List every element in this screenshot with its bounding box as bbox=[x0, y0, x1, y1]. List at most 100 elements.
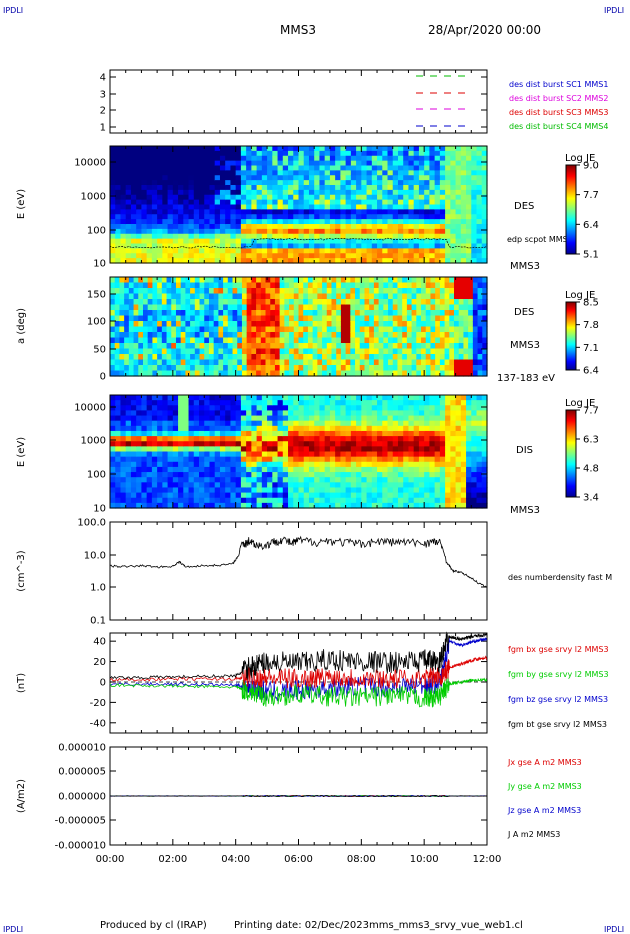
dis-energy-cell bbox=[366, 492, 373, 499]
dis-energy-cell bbox=[413, 410, 420, 417]
des-pitch-cell bbox=[458, 288, 465, 295]
des-energy-cell bbox=[308, 228, 315, 235]
dis-energy-cell bbox=[424, 405, 431, 412]
dis-energy-cell bbox=[157, 461, 163, 468]
des-pitch-cell bbox=[199, 288, 205, 295]
des-pitch-cell bbox=[232, 299, 238, 306]
des-pitch-cell bbox=[359, 370, 366, 377]
dis-energy-cell bbox=[445, 472, 451, 478]
des-pitch-cell bbox=[303, 365, 309, 372]
des-pitch-cell bbox=[124, 315, 130, 322]
des-pitch-cell bbox=[237, 326, 243, 333]
des-energy-cell bbox=[350, 185, 357, 191]
dis-energy-cell bbox=[450, 430, 457, 437]
des-energy-cell bbox=[434, 258, 441, 264]
dis-energy-cell bbox=[240, 420, 247, 427]
des-energy-cell bbox=[382, 253, 389, 259]
dis-energy-cell bbox=[424, 420, 431, 427]
dis-energy-cell bbox=[434, 420, 441, 427]
dis-energy-cell bbox=[382, 466, 389, 473]
des-energy-cell bbox=[439, 185, 446, 191]
des-energy-cell bbox=[188, 180, 195, 186]
des-energy-cell bbox=[110, 204, 116, 210]
des-pitch-cell bbox=[468, 332, 474, 339]
des-energy-cell bbox=[356, 165, 362, 171]
des-energy-cell bbox=[434, 199, 441, 206]
des-pitch-cell bbox=[373, 343, 380, 350]
des-pitch-cell bbox=[326, 348, 333, 355]
dis-energy-cell bbox=[397, 436, 404, 442]
des-pitch-cell bbox=[218, 299, 224, 306]
des-energy-cell bbox=[293, 224, 300, 230]
des-energy-cell bbox=[188, 243, 195, 249]
des-energy-cell bbox=[308, 160, 315, 167]
des-energy-cell bbox=[308, 233, 315, 240]
des-pitch-cell bbox=[298, 288, 304, 295]
des-pitch-cell bbox=[289, 359, 295, 366]
des-pitch-cell bbox=[359, 343, 366, 350]
des-pitch-cell bbox=[312, 310, 318, 317]
des-energy-cell bbox=[183, 150, 190, 157]
dis-energy-cell bbox=[460, 425, 467, 432]
des-pitch-cell bbox=[180, 315, 186, 322]
dis-energy-cell bbox=[199, 482, 205, 489]
des-energy-cell bbox=[288, 185, 294, 191]
dis-energy-cell bbox=[481, 451, 488, 458]
dis-energy-cell bbox=[303, 415, 310, 422]
des-pitch-cell bbox=[166, 321, 172, 328]
des-pitch-cell bbox=[133, 343, 139, 350]
dis-energy-cell bbox=[115, 395, 122, 401]
des-energy-cell bbox=[471, 175, 478, 181]
des-pitch-cell bbox=[416, 315, 422, 322]
dis-energy-cell bbox=[225, 420, 232, 427]
des-energy-cell bbox=[324, 189, 331, 196]
des-energy-cell bbox=[413, 199, 420, 206]
des-pitch-cell bbox=[364, 288, 370, 295]
des-energy-cell bbox=[397, 185, 404, 191]
des-energy-cell bbox=[172, 155, 179, 162]
des-energy-cell bbox=[225, 219, 232, 225]
des-energy-cell bbox=[136, 155, 143, 162]
dis-energy-cell bbox=[235, 441, 242, 447]
dis-energy-cell bbox=[120, 472, 127, 478]
des-energy-cell bbox=[214, 199, 221, 206]
dis-energy-cell bbox=[293, 430, 300, 437]
dis-energy-cell bbox=[397, 430, 404, 437]
des-energy-cell bbox=[335, 155, 341, 162]
des-pitch-cell bbox=[180, 304, 186, 311]
des-pitch-cell bbox=[171, 299, 177, 306]
dis-energy-cell bbox=[329, 425, 336, 432]
des-energy-cell bbox=[261, 165, 268, 171]
dis-energy-cell bbox=[466, 410, 472, 417]
des-pitch-cell bbox=[421, 337, 427, 344]
dis-energy-cell bbox=[272, 472, 279, 478]
des-pitch-cell bbox=[411, 299, 417, 306]
des-pitch-cell bbox=[246, 332, 252, 339]
dis-energy-cell bbox=[277, 420, 284, 427]
des-energy-cell bbox=[366, 209, 373, 215]
des-pitch-cell bbox=[161, 370, 168, 377]
des-pitch-cell bbox=[449, 337, 455, 344]
des-pitch-cell bbox=[444, 354, 450, 361]
des-energy-cell bbox=[188, 194, 195, 201]
dis-energy-cell bbox=[219, 466, 226, 473]
des-pitch-cell bbox=[425, 282, 432, 289]
des-pitch-cell bbox=[227, 321, 234, 328]
des-energy-cell bbox=[240, 160, 247, 167]
des-energy-cell bbox=[162, 189, 169, 196]
dis-energy-cell bbox=[115, 461, 122, 468]
dis-energy-cell bbox=[288, 502, 294, 509]
dis-energy-cell bbox=[246, 461, 252, 468]
dis-energy-cell bbox=[434, 451, 441, 458]
des-pitch-cell bbox=[359, 282, 366, 289]
des-pitch-cell bbox=[227, 348, 234, 355]
dis-energy-cell bbox=[288, 477, 294, 483]
des-pitch-cell bbox=[416, 310, 422, 317]
dis-energy-cell bbox=[267, 456, 273, 463]
des-energy-cell bbox=[167, 180, 174, 186]
dis-energy-cell bbox=[382, 451, 389, 458]
des-energy-cell bbox=[377, 185, 383, 191]
dis-energy-cell bbox=[308, 446, 315, 453]
des-energy-cell bbox=[110, 243, 116, 249]
des-energy-cell bbox=[466, 180, 472, 186]
